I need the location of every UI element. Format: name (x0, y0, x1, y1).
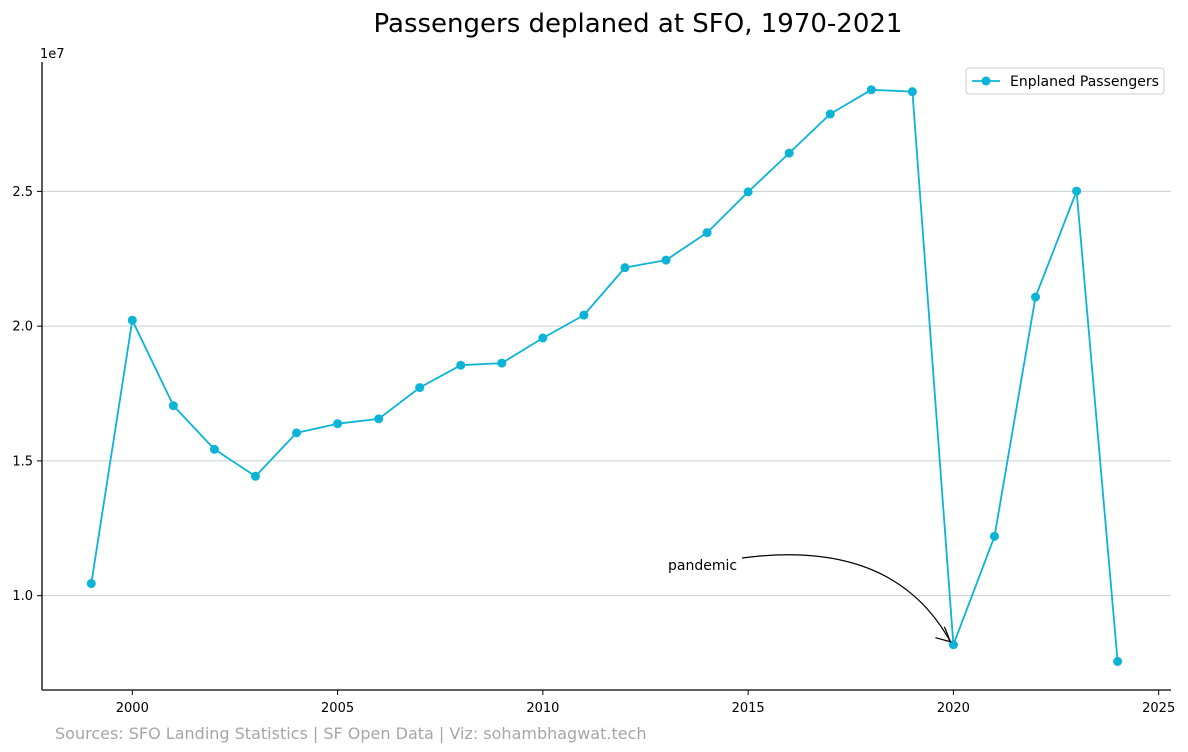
data-point (168, 401, 178, 411)
data-point (579, 310, 589, 320)
chart-title: Passengers deplaned at SFO, 1970-2021 (374, 9, 903, 39)
series-line (90, 88, 1119, 662)
data-point (456, 360, 466, 370)
data-point (209, 444, 219, 454)
legend-box (965, 67, 1165, 95)
x-tick-label: 2010 (526, 701, 559, 716)
annotation-layer: pandemic (668, 554, 952, 643)
legend: Enplaned Passengers (965, 67, 1165, 95)
y-tick-label: 1.0 (12, 589, 33, 604)
x-tick-label: 2025 (1142, 701, 1175, 716)
y-axis-ticks: 1.0 1.5 2.0 2.5 (12, 185, 42, 604)
annotation-arrowhead (935, 626, 952, 643)
data-point (620, 263, 630, 273)
data-point (292, 428, 302, 438)
grid-lines (42, 190, 1171, 597)
data-point (250, 471, 260, 481)
data-point (866, 85, 876, 95)
x-axis-ticks: 2000 2005 2010 2015 2020 2025 (116, 690, 1175, 716)
data-point (86, 579, 96, 589)
data-point (415, 383, 425, 393)
y-tick-label: 2.5 (12, 185, 33, 200)
x-tick-label: 2005 (321, 701, 354, 716)
data-point (743, 187, 753, 197)
data-point (1031, 292, 1041, 302)
y-tick-label: 2.0 (12, 320, 33, 335)
y-offset-label: 1e7 (40, 47, 65, 62)
annotation-arrow (741, 554, 951, 643)
data-point (127, 315, 137, 325)
series-layer (86, 85, 1123, 666)
data-point (374, 414, 384, 424)
data-point (702, 228, 712, 238)
data-point (907, 87, 917, 97)
data-point (538, 333, 548, 343)
data-point (989, 531, 999, 541)
y-tick-label: 1.5 (12, 454, 33, 469)
legend-marker (981, 76, 991, 86)
x-tick-label: 2000 (116, 701, 149, 716)
annotation-label: pandemic (668, 558, 737, 574)
data-point (1113, 656, 1123, 666)
data-point (333, 419, 343, 429)
x-tick-label: 2020 (937, 701, 970, 716)
data-point (497, 358, 507, 368)
data-point (784, 148, 794, 158)
axes (41, 62, 1171, 691)
data-point (661, 255, 671, 265)
source-text: Sources: SFO Landing Statistics | SF Ope… (55, 724, 647, 743)
legend-label: Enplaned Passengers (1010, 74, 1159, 90)
x-tick-label: 2015 (732, 701, 765, 716)
data-point (1072, 186, 1082, 196)
data-point (825, 109, 835, 119)
